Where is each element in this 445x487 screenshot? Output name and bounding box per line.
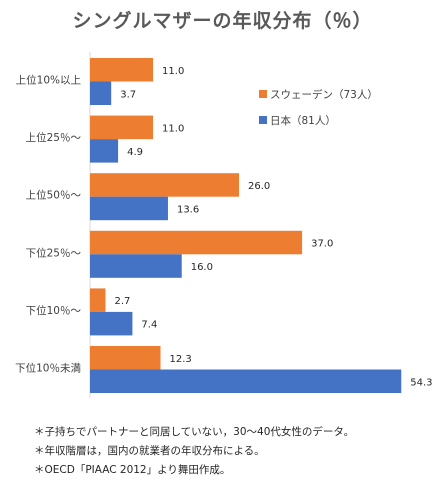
chart-title: シングルマザーの年収分布（％） bbox=[72, 10, 373, 32]
category-label: 上位25％～ bbox=[26, 131, 82, 144]
legend-swatch bbox=[259, 90, 267, 98]
category-label: 下位10％～ bbox=[26, 304, 82, 317]
data-label: 13.6 bbox=[177, 204, 199, 215]
bar-sweden bbox=[90, 346, 161, 370]
bar-sweden bbox=[90, 230, 303, 255]
bar-sweden bbox=[90, 173, 240, 197]
data-label: 11.0 bbox=[162, 66, 184, 77]
bar-japan bbox=[90, 139, 119, 163]
bar-japan bbox=[90, 81, 112, 105]
data-label: 7.4 bbox=[141, 320, 157, 331]
legend-swatch bbox=[259, 116, 267, 124]
bar-japan bbox=[90, 196, 168, 221]
data-label: 12.3 bbox=[170, 354, 192, 365]
category-label: 下位25％～ bbox=[26, 246, 82, 259]
data-label: 26.0 bbox=[248, 181, 270, 192]
bar-sweden bbox=[90, 58, 154, 82]
category-label: 上位50％～ bbox=[26, 189, 82, 202]
data-label: 2.7 bbox=[114, 296, 130, 307]
legend-label: 日本（81人） bbox=[270, 114, 336, 127]
data-label: 3.7 bbox=[120, 89, 136, 100]
note-3: ＊OECD「PIAAC 2012」より舞田作成。 bbox=[34, 464, 231, 476]
category-label: 下位10％未満 bbox=[15, 362, 81, 375]
bar-japan bbox=[90, 311, 133, 336]
notes: ＊子持ちでパートナーと同居していない，30～40代女性のデータ。 ＊年収階層は，… bbox=[34, 423, 354, 480]
bar-chart: 上位10%以上 11.0 3.7 上位25％～ 11.0 4.9 上位50％～ 26.0 13.… bbox=[15, 52, 433, 398]
data-label: 4.9 bbox=[127, 147, 143, 158]
note-1: ＊子持ちでパートナーと同居していない，30～40代女性のデータ。 bbox=[34, 426, 355, 438]
data-label: 11.0 bbox=[162, 123, 184, 134]
data-label: 54.3 bbox=[410, 377, 432, 388]
bar-japan bbox=[90, 369, 402, 393]
bar-japan bbox=[90, 254, 182, 278]
data-label: 16.0 bbox=[191, 262, 213, 273]
note-2: ＊年収階層は，国内の就業者の年収分布による。 bbox=[34, 445, 265, 457]
category-label: 上位10%以上 bbox=[16, 74, 81, 87]
bar-sweden bbox=[90, 115, 154, 140]
data-label: 37.0 bbox=[311, 239, 333, 250]
legend-label: スウェーデン（73人） bbox=[270, 88, 378, 101]
bar-sweden bbox=[90, 288, 106, 312]
